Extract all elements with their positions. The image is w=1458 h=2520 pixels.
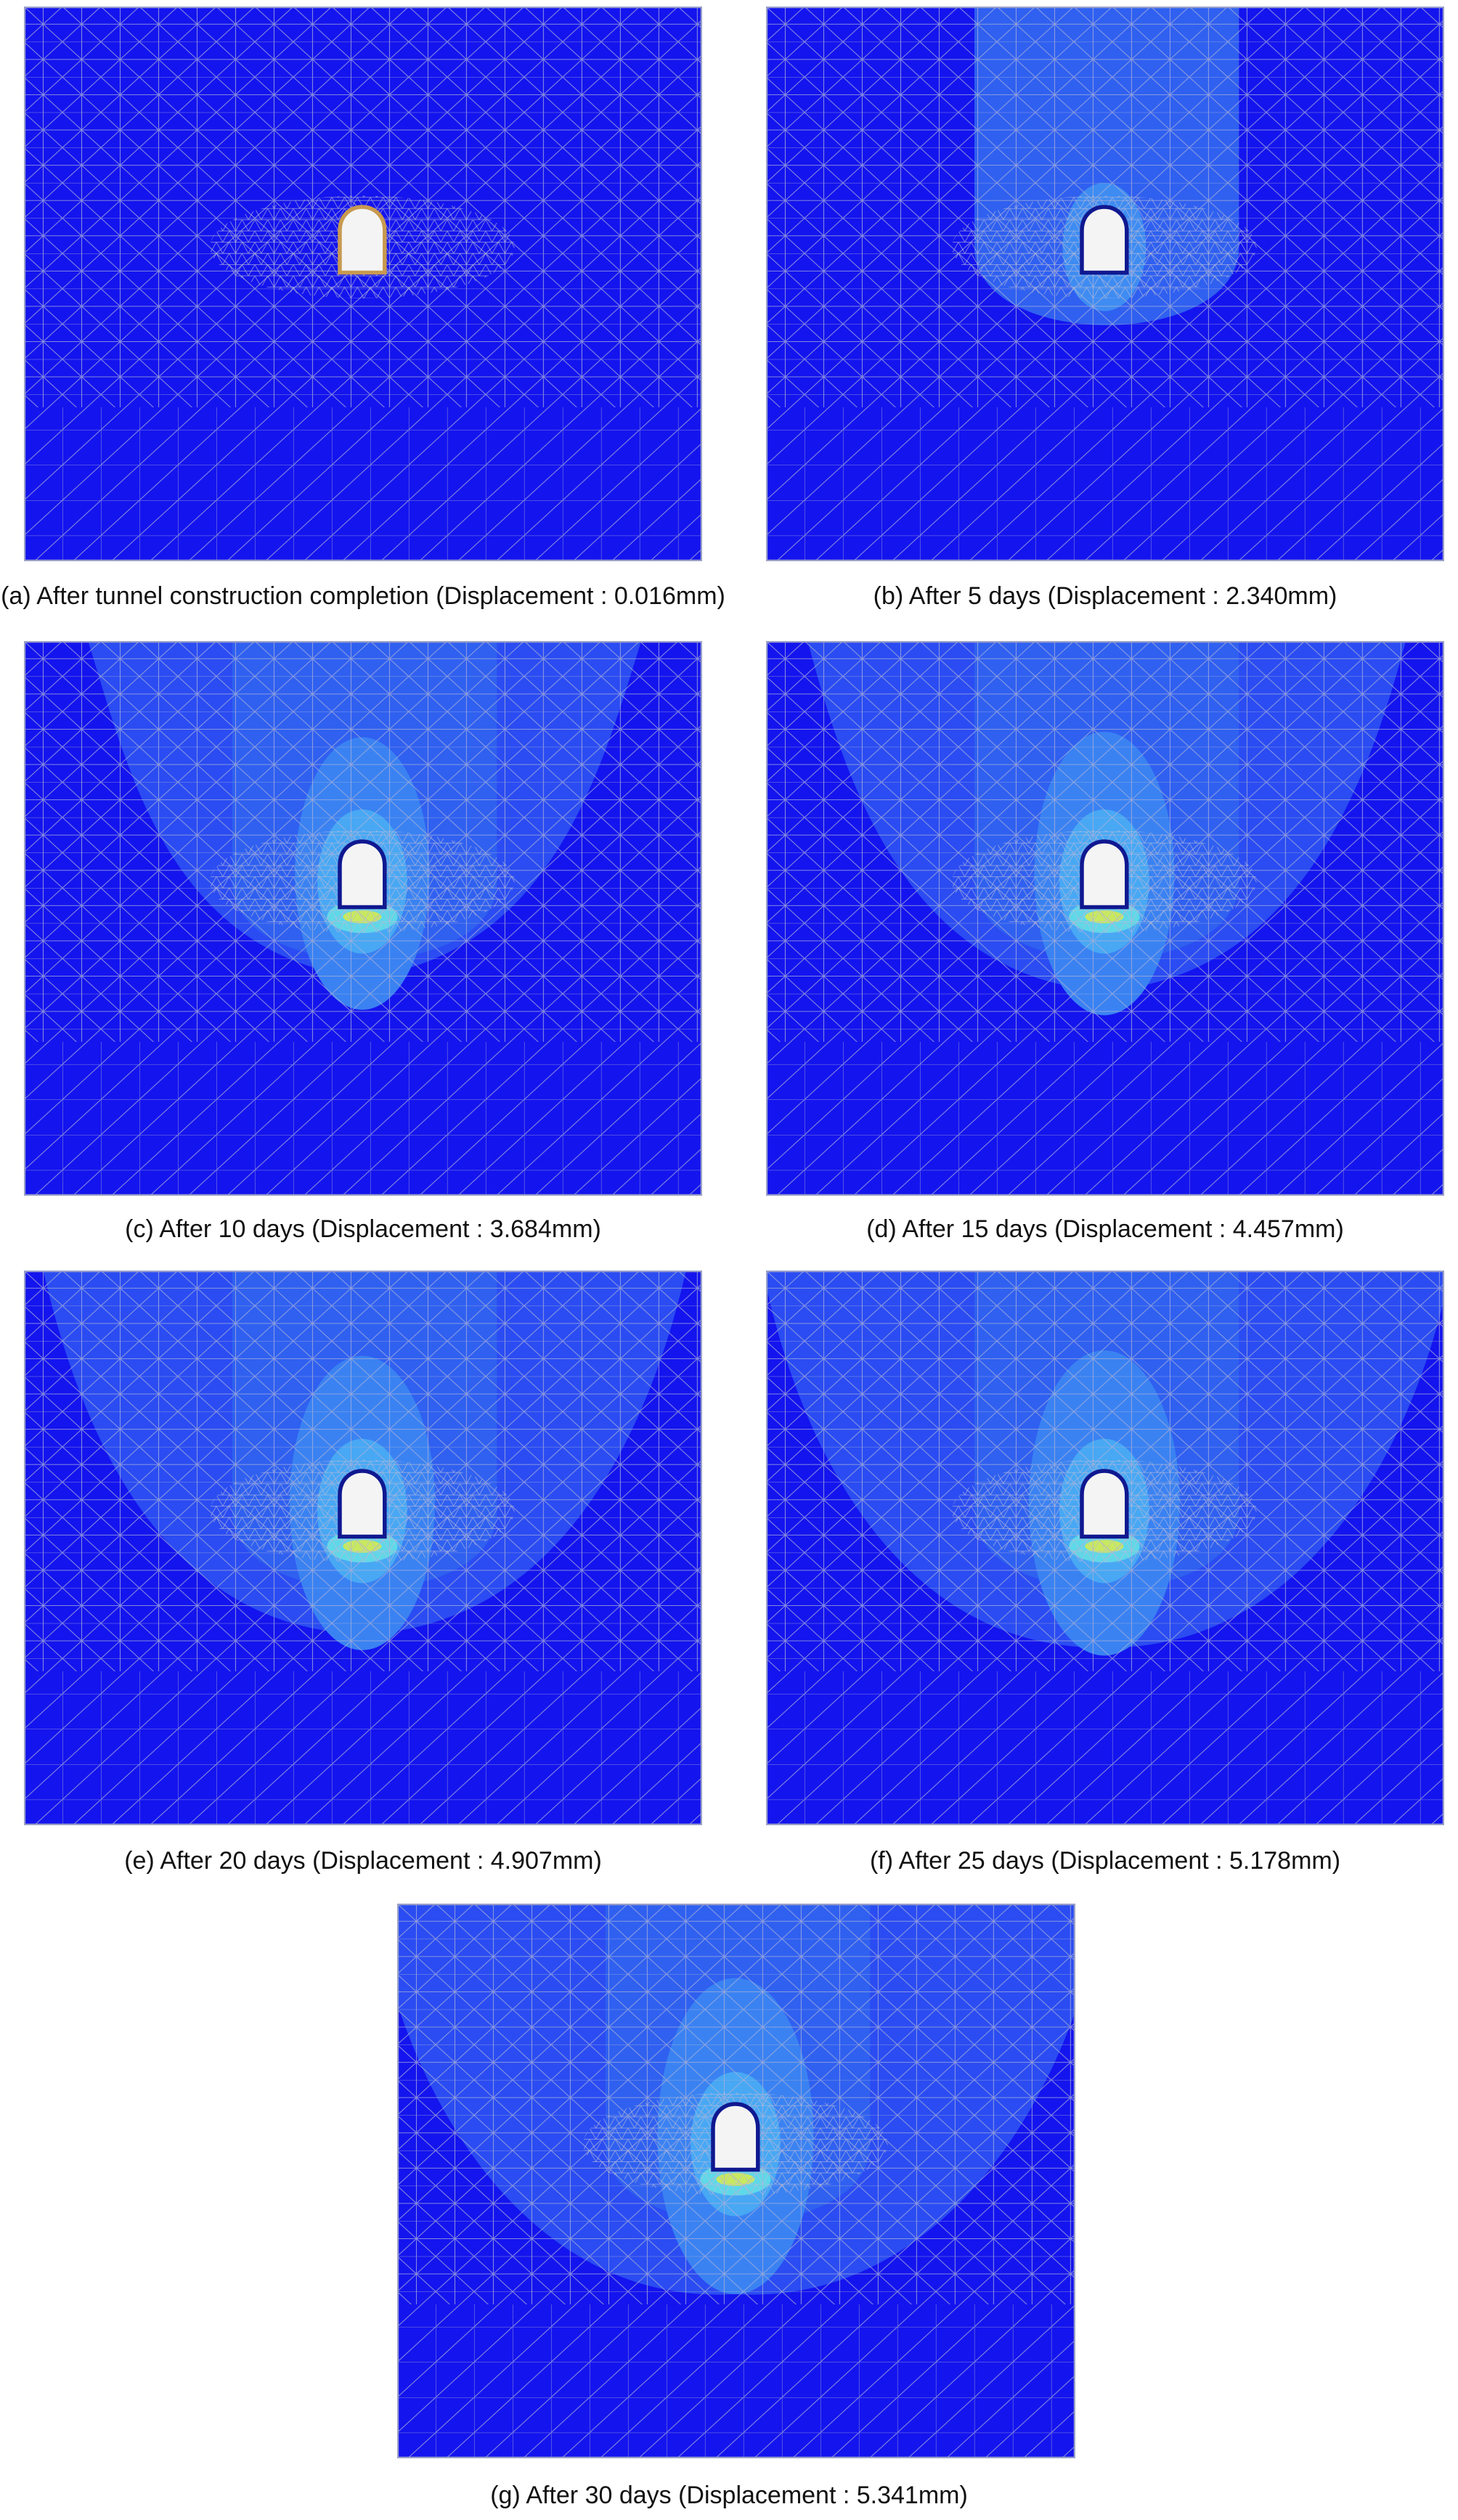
tunnel — [1080, 1469, 1129, 1539]
fem-plot — [766, 641, 1444, 1196]
caption: (e) After 20 days (Displacement : 4.907m… — [124, 1847, 602, 1875]
frame — [766, 1271, 1444, 1825]
tunnel — [711, 2102, 760, 2172]
contour-panel — [766, 7, 1444, 561]
caption: (a) After tunnel construction completion… — [1, 582, 725, 610]
tunnel — [1080, 205, 1129, 275]
mesh — [24, 1042, 702, 1196]
mesh — [766, 1671, 1444, 1825]
mesh — [397, 2304, 1075, 2458]
contour-panel — [24, 1271, 702, 1825]
fem-plot — [397, 1904, 1075, 2458]
frame — [766, 7, 1444, 561]
mesh — [24, 407, 702, 561]
tunnel — [1080, 839, 1129, 910]
frame — [766, 641, 1444, 1196]
frame — [24, 641, 702, 1196]
tunnel — [338, 205, 387, 275]
mesh — [24, 1671, 702, 1825]
mesh — [766, 1042, 1444, 1196]
fem-plot — [766, 7, 1444, 561]
frame — [24, 7, 702, 561]
tunnel — [338, 839, 387, 910]
fem-plot — [24, 7, 702, 561]
caption: (d) After 15 days (Displacement : 4.457m… — [866, 1215, 1344, 1243]
caption: (b) After 5 days (Displacement : 2.340mm… — [873, 582, 1337, 610]
caption: (g) After 30 days (Displacement : 5.341m… — [490, 2482, 968, 2509]
mesh — [766, 407, 1444, 561]
tunnel — [338, 1469, 387, 1539]
caption: (c) After 10 days (Displacement : 3.684m… — [125, 1215, 601, 1243]
fem-plot — [24, 641, 702, 1196]
contour-panel — [766, 1271, 1444, 1825]
fem-plot — [24, 1271, 702, 1825]
frame — [397, 1904, 1075, 2458]
contour-panel — [397, 1904, 1075, 2458]
contour-panel — [766, 641, 1444, 1196]
caption: (f) After 25 days (Displacement : 5.178m… — [869, 1847, 1341, 1875]
fem-plot — [766, 1271, 1444, 1825]
contour-panel — [24, 7, 702, 561]
frame — [24, 1271, 702, 1825]
contour-panel — [24, 641, 702, 1196]
